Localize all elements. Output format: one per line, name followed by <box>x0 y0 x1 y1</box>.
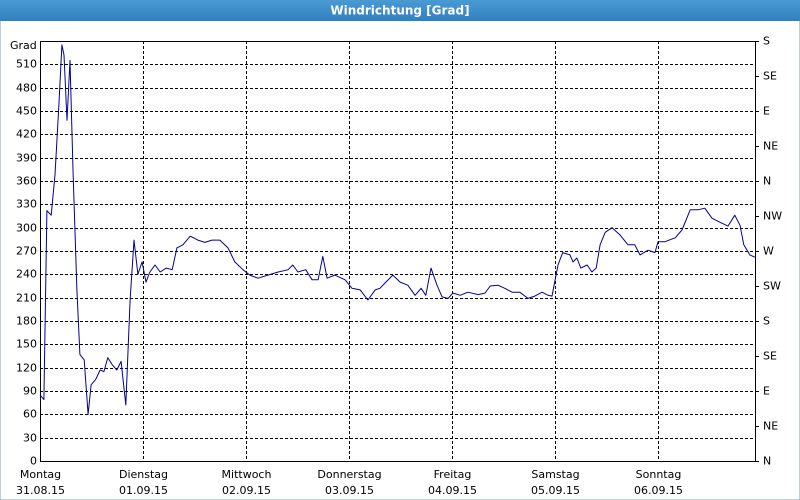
title-bar <box>0 0 800 21</box>
y2-tick-label: E <box>763 385 770 398</box>
x-tick-label: Samstag <box>531 468 579 481</box>
y2-tick-label: SE <box>763 70 777 83</box>
y-tick-label: 390 <box>16 152 37 165</box>
y-tick-label: 0 <box>30 455 37 468</box>
x-tick-sublabel: 06.09.15 <box>634 484 683 497</box>
y-tick-label: 510 <box>16 58 37 71</box>
y2-tick-label: S <box>763 315 770 328</box>
x-tick-sublabel: 03.09.15 <box>325 484 374 497</box>
x-tick-sublabel: 31.08.15 <box>16 484 65 497</box>
x-tick-sublabel: 05.09.15 <box>531 484 580 497</box>
y-tick-label: 420 <box>16 128 37 141</box>
y-tick-label: 480 <box>16 82 37 95</box>
y-tick-label: 360 <box>16 175 37 188</box>
y2-tick-label: NE <box>763 420 778 433</box>
y2-tick-label: SW <box>763 280 781 293</box>
y-tick-label: 240 <box>16 268 37 281</box>
y-tick-label: 150 <box>16 338 37 351</box>
y-tick-label: 180 <box>16 315 37 328</box>
y-tick-label: 450 <box>16 105 37 118</box>
y-tick-label: 120 <box>16 362 37 375</box>
x-tick-label: Montag <box>20 468 61 481</box>
y2-tick-label: N <box>763 455 771 468</box>
x-tick-label: Dienstag <box>119 468 168 481</box>
y2-tick-label: S <box>763 35 770 48</box>
x-tick-label: Donnerstag <box>317 468 381 481</box>
x-tick-sublabel: 04.09.15 <box>428 484 477 497</box>
x-tick-sublabel: 02.09.15 <box>222 484 271 497</box>
y-tick-label: 60 <box>23 408 37 421</box>
data-line <box>39 44 756 415</box>
y-tick-label: 30 <box>23 432 37 445</box>
x-tick-label: Mittwoch <box>222 468 272 481</box>
y-tick-label: 210 <box>16 292 37 305</box>
y2-tick-label: N <box>763 175 771 188</box>
x-tick-sublabel: 01.09.15 <box>119 484 168 497</box>
x-tick-label: Sonntag <box>636 468 682 481</box>
x-tick-label: Freitag <box>434 468 472 481</box>
y-tick-label: 90 <box>23 385 37 398</box>
y2-tick-label: E <box>763 105 770 118</box>
y-axis-label: Grad <box>10 39 37 52</box>
chart-title: Windrichtung [Grad] <box>330 4 469 18</box>
y2-tick-label: NW <box>763 210 782 223</box>
plot-area-border <box>40 41 756 462</box>
y-tick-label: 330 <box>16 198 37 211</box>
y2-tick-label: NE <box>763 140 778 153</box>
y2-tick-label: W <box>763 245 774 258</box>
y-tick-label: 300 <box>16 222 37 235</box>
y-tick-label: 270 <box>16 245 37 258</box>
y2-tick-label: SE <box>763 350 777 363</box>
